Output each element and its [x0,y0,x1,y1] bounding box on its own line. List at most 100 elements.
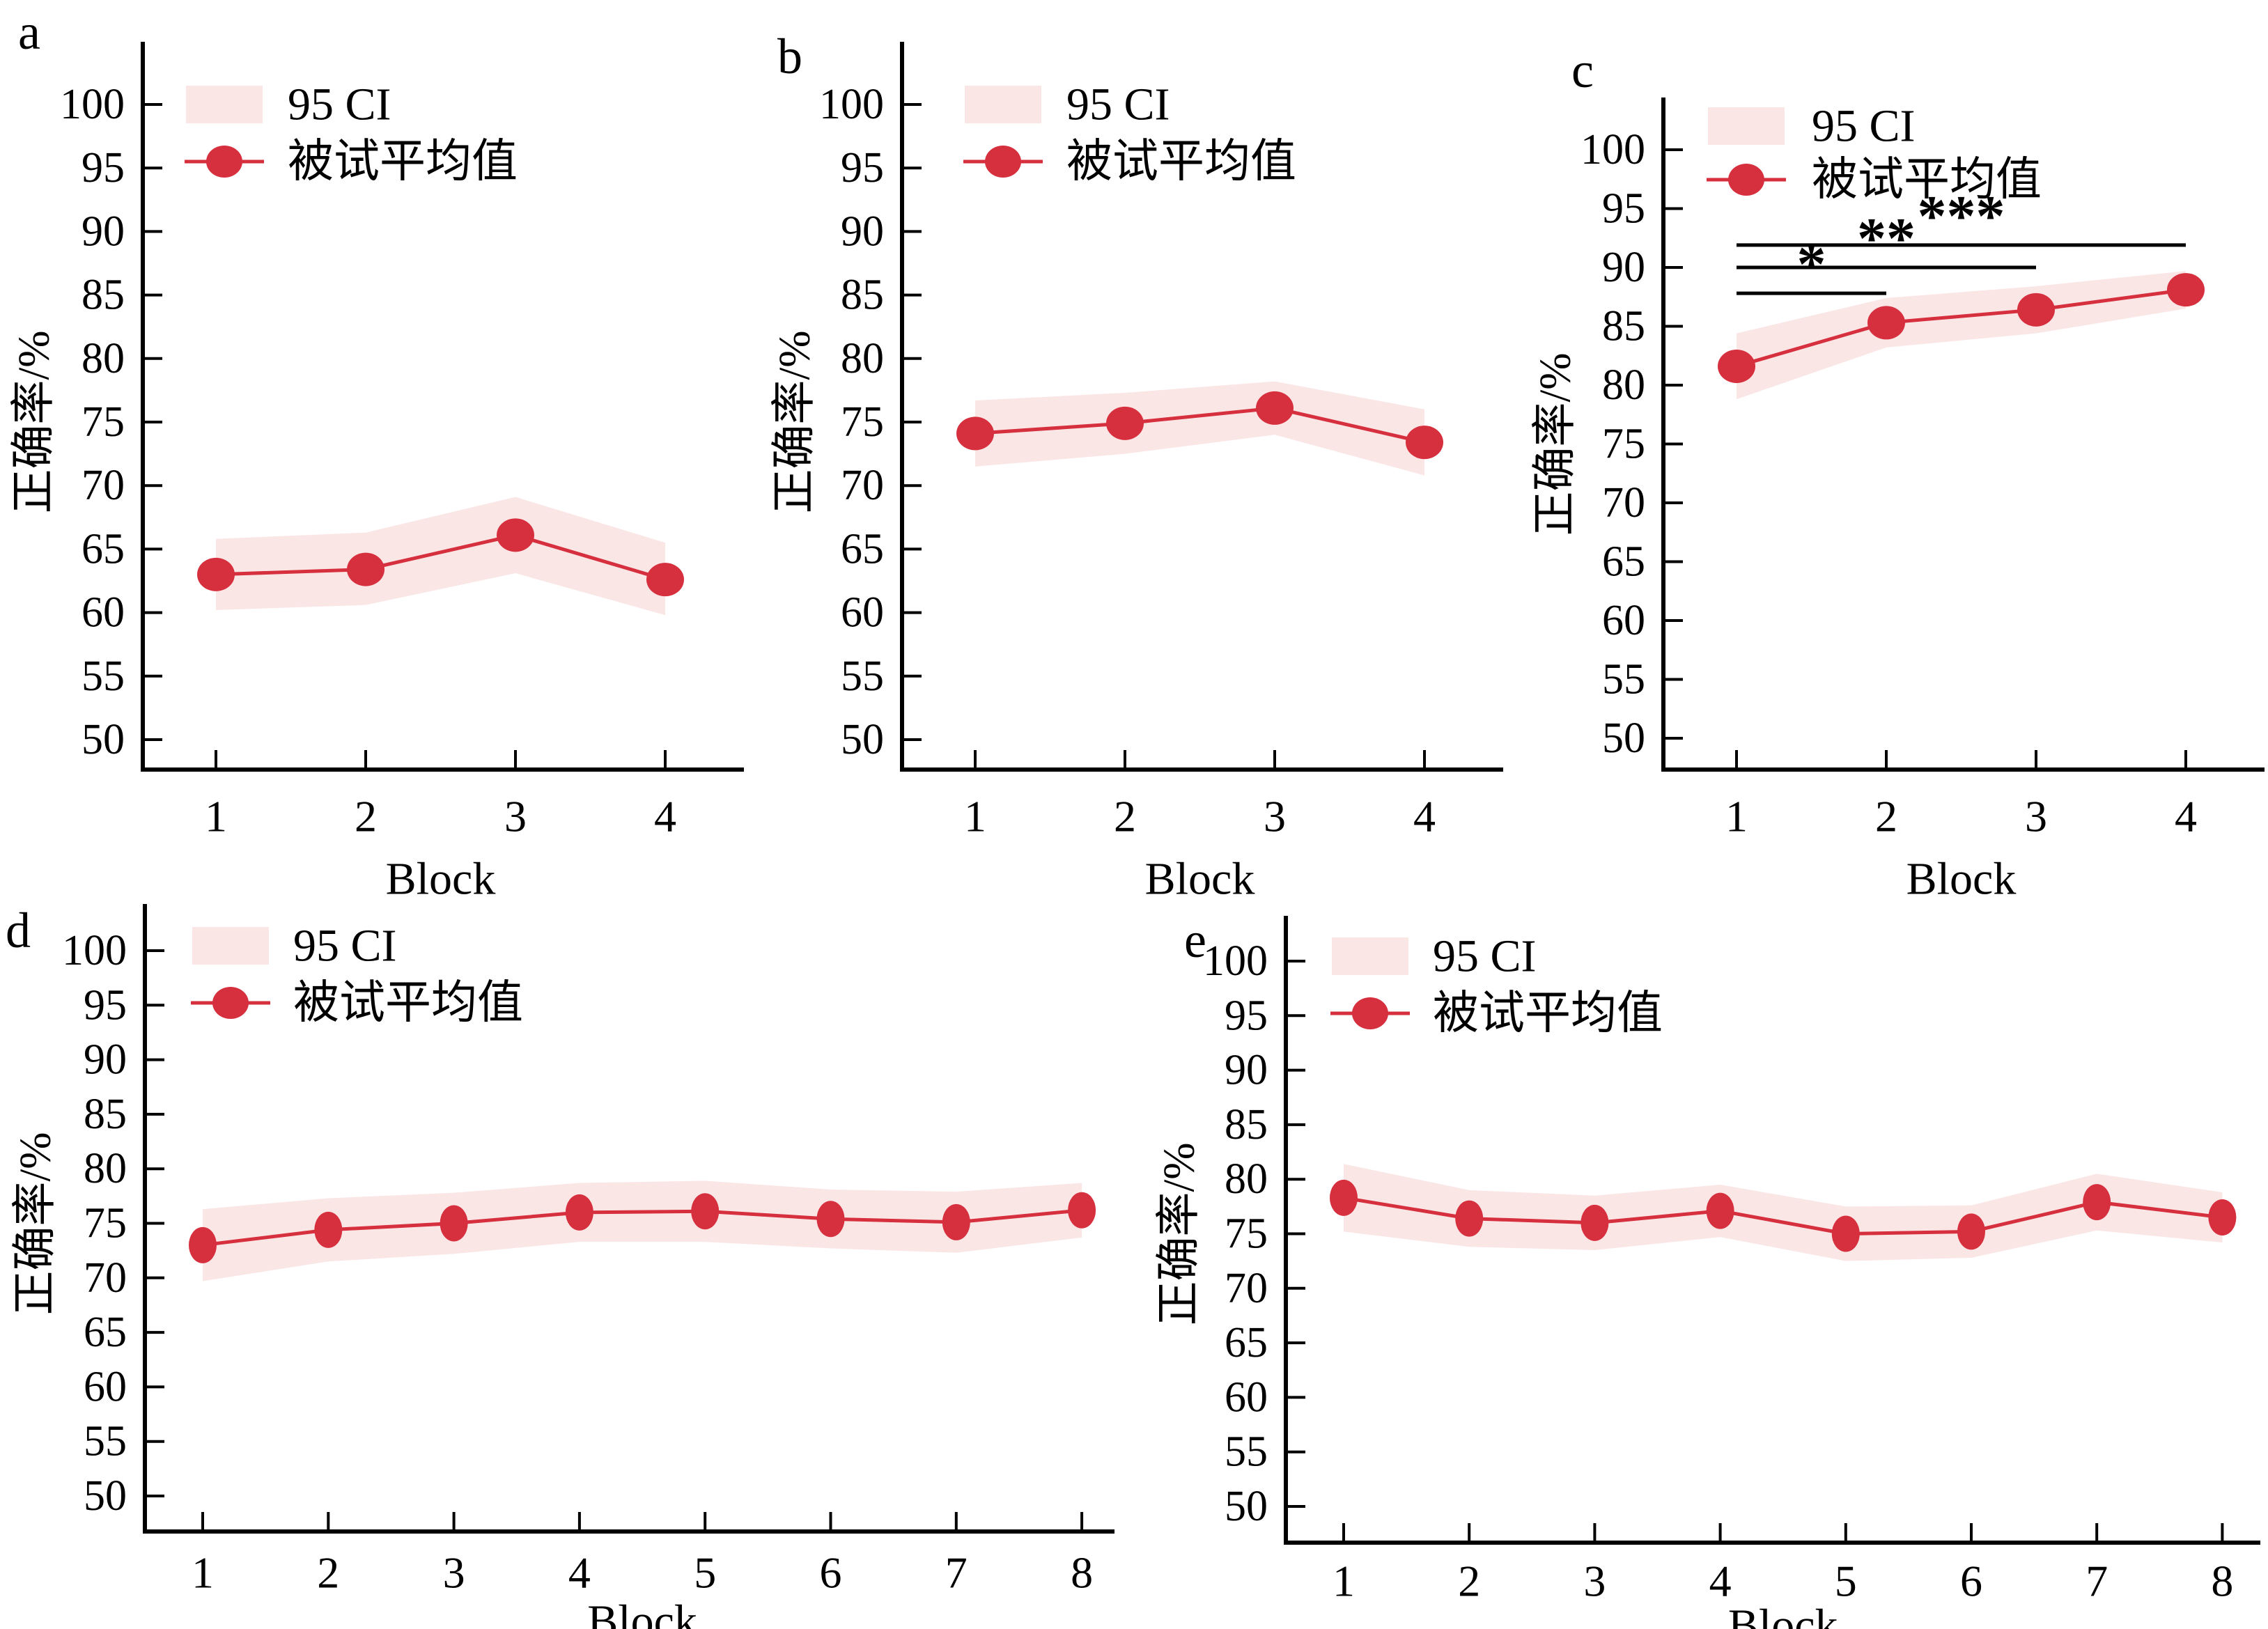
x-tick-label-e-5: 5 [1835,1557,1857,1606]
y-tick-label-d: 80 [84,1145,127,1192]
ci-band-c [1737,271,2186,400]
x-tick-label-d-3: 3 [443,1548,465,1598]
ci-band-b [975,381,1424,476]
y-tick-label-b: 100 [819,81,884,128]
y-tick-label-a: 95 [81,144,125,192]
x-tick-label-d-4: 4 [568,1548,591,1598]
y-tick-label-b: 65 [841,525,884,572]
x-tick-label-c-4: 4 [2175,792,2197,841]
y-axis-title-d: 正确率/% [10,1132,60,1315]
y-tick-label-d: 75 [84,1200,127,1247]
mean-point-b-block-1 [956,416,994,451]
mean-point-b-block-3 [1256,391,1294,425]
y-tick-label-c: 80 [1602,361,1645,409]
x-tick-label-c-3: 3 [2025,792,2047,841]
y-axis-title-b: 正确率/% [770,330,819,513]
x-tick-label-b-4: 4 [1413,792,1436,841]
y-tick-label-e: 50 [1225,1483,1268,1530]
mean-point-e-block-5 [1831,1215,1860,1252]
mean-point-b-block-4 [1406,426,1443,460]
x-axis-title-a: Block [386,854,496,905]
y-tick-label-b: 95 [841,144,884,192]
y-tick-label-e: 100 [1203,937,1268,985]
panel-letter-c: c [1571,42,1594,98]
y-tick-label-c: 70 [1602,479,1645,527]
y-axis-title-e: 正确率/% [1154,1142,1204,1325]
x-tick-label-e-7: 7 [2086,1557,2108,1606]
legend-mean-marker-c [1728,164,1764,196]
y-tick-label-e: 65 [1225,1319,1268,1366]
y-tick-label-c: 90 [1602,244,1645,291]
y-tick-label-d: 70 [84,1254,127,1302]
legend-ci-label-c: 95 CI [1812,101,1916,152]
x-tick-label-d-1: 1 [192,1548,214,1598]
x-axis-title-e: Block [1728,1600,1838,1629]
y-tick-label-d: 55 [84,1418,127,1465]
mean-point-a-block-1 [197,557,235,591]
legend-mean-marker-a [206,146,242,178]
mean-point-d-block-5 [691,1193,720,1230]
significance-label-c-1-3: ** [1857,206,1916,271]
y-tick-label-d: 95 [84,981,127,1029]
x-tick-label-e-1: 1 [1333,1557,1355,1606]
y-tick-label-e: 55 [1225,1428,1268,1476]
legend-ci-label-a: 95 CI [288,79,391,130]
y-tick-label-c: 85 [1602,303,1645,350]
x-tick-label-a-2: 2 [355,792,377,841]
y-tick-label-b: 60 [841,589,884,637]
y-tick-label-a: 60 [81,589,125,637]
mean-point-c-block-2 [1867,306,1905,340]
x-tick-label-a-3: 3 [504,792,527,841]
x-tick-label-a-1: 1 [205,792,227,841]
y-tick-label-d: 65 [84,1309,127,1356]
mean-point-d-block-4 [565,1194,593,1231]
y-tick-label-a: 70 [81,462,125,509]
y-tick-label-a: 100 [60,81,125,128]
y-tick-label-d: 90 [84,1036,127,1084]
y-tick-label-c: 60 [1602,597,1645,644]
y-tick-label-d: 60 [84,1363,127,1410]
y-tick-label-a: 90 [81,208,125,255]
mean-point-a-block-3 [497,518,534,552]
legend-mean-marker-e [1352,997,1388,1029]
y-axis-title-c: 正确率/% [1530,352,1580,536]
x-tick-label-d-5: 5 [694,1548,716,1598]
y-tick-label-b: 90 [841,208,884,255]
y-tick-label-e: 90 [1225,1047,1268,1094]
y-tick-label-b: 80 [841,335,884,382]
y-tick-label-d: 50 [84,1472,127,1520]
x-tick-label-d-7: 7 [945,1548,968,1598]
mean-point-e-block-4 [1706,1192,1734,1229]
y-tick-label-a: 65 [81,525,125,572]
legend-mean-label-c: 被试平均值 [1812,155,2042,205]
mean-point-d-block-7 [942,1203,970,1240]
y-tick-label-b: 70 [841,462,884,509]
mean-line-e [1343,1196,2223,1236]
y-tick-label-c: 55 [1602,656,1645,703]
y-tick-label-e: 75 [1225,1210,1268,1258]
y-tick-label-b: 55 [841,653,884,700]
mean-point-e-block-6 [1957,1213,1985,1250]
x-axis-title-c: Block [1906,854,2017,905]
y-tick-label-c: 95 [1602,185,1645,233]
mean-point-d-block-2 [314,1211,343,1248]
y-tick-label-a: 55 [81,653,125,700]
y-tick-label-c: 75 [1602,421,1645,468]
legend-ci-swatch-e [1332,937,1408,975]
y-tick-label-a: 85 [81,272,125,319]
legend-ci-label-e: 95 CI [1433,931,1537,982]
x-tick-label-e-2: 2 [1458,1557,1480,1606]
x-tick-label-d-2: 2 [317,1548,339,1598]
y-tick-label-a: 50 [81,716,125,763]
y-tick-label-e: 60 [1225,1373,1268,1421]
ci-band-a [216,497,665,616]
x-tick-label-c-1: 1 [1725,792,1748,841]
legend-mean-label-b: 被试平均值 [1066,137,1296,187]
legend-ci-swatch-c [1708,107,1785,145]
mean-point-e-block-1 [1330,1179,1358,1216]
x-axis-title-b: Block [1145,854,1255,905]
significance-label-c-1-2: * [1797,232,1826,297]
mean-point-c-block-4 [2167,273,2205,307]
